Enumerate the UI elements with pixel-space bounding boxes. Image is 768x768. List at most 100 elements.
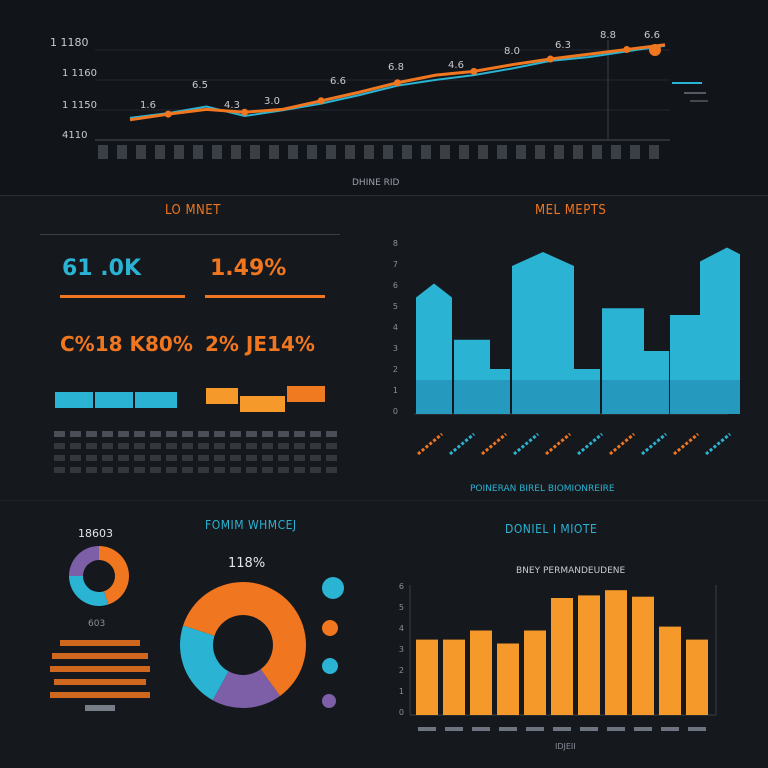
top-point [394, 79, 401, 87]
kpi-grid-cell [278, 455, 289, 461]
top-ytick-1: 1 1160 [62, 68, 97, 79]
kpi-value-1: 61 .0K [62, 256, 141, 281]
kpi-grid-cell [118, 431, 129, 437]
kpi-grid-cell [262, 431, 273, 437]
bottom-bar-subtitle: BNEY PERMANDEUDENE [516, 566, 626, 576]
top-xtick-label [250, 145, 260, 159]
large-donut-slice [243, 582, 306, 696]
small-donut-list [50, 640, 150, 711]
kpi-grid-cell [166, 455, 177, 461]
bot-bar [470, 630, 492, 715]
kpi-underline-1 [60, 295, 185, 298]
top-xtick-label [630, 145, 640, 159]
kpi-grid-cell [310, 443, 321, 449]
bot-bar [578, 595, 600, 715]
bot-xtick-label [499, 727, 517, 731]
top-xtick-label [136, 145, 146, 159]
kpi-grid-cell [326, 455, 337, 461]
divider-top [0, 195, 768, 196]
kpi-grid-cell [262, 467, 273, 473]
kpi-value-3: C%18 K80% [60, 332, 193, 356]
top-yaxis-label: 1 1180 [50, 36, 89, 49]
kpi-grid-cell [118, 443, 129, 449]
top-end-point [649, 44, 661, 56]
bot-xtick-label [661, 727, 679, 731]
small-donut-slice [69, 576, 109, 606]
kpi-panel-title: LO MNET [165, 203, 221, 218]
heart-icon [322, 620, 338, 636]
top-xtick-label [345, 145, 355, 159]
kpi-grid-cell [182, 443, 193, 449]
kpi-grid-cell [182, 431, 193, 437]
bot-xtick-label [472, 727, 490, 731]
mid-bar-shade [416, 380, 452, 414]
kpi-grid-cell [246, 443, 257, 449]
divider-bottom [0, 500, 768, 501]
kpi-grid-cell [150, 467, 161, 473]
kpi-grid-cell [70, 467, 81, 473]
bot-xtick-label [553, 727, 571, 731]
kpi-grid-cell [198, 443, 209, 449]
top-xtick-label [307, 145, 317, 159]
kpi-grid-cell [86, 431, 97, 437]
kpi-grid-cell [326, 431, 337, 437]
kpi-grid-cell [198, 431, 209, 437]
kpi-panel-divider [40, 234, 340, 235]
mid-ytick-label: 6 [393, 281, 398, 290]
top-xtick-label [383, 145, 393, 159]
top-point-label: 6.6 [644, 30, 660, 41]
kpi-grid-cell [54, 467, 65, 473]
bot-xtick-label [418, 727, 436, 731]
mid-bar-shade [643, 380, 669, 414]
kpi-grid-cell [294, 467, 305, 473]
top-ytick-3: 4110 [62, 130, 88, 141]
mid-bar [512, 252, 574, 414]
small-donut-chart [69, 546, 130, 606]
bot-ytick-label: 2 [399, 666, 404, 675]
kpi-value-4: 2% JE14% [205, 332, 315, 356]
top-xtick-label [535, 145, 545, 159]
top-xtick-label [592, 145, 602, 159]
kpi-grid-cell [214, 467, 225, 473]
kpi-grid-cell [278, 467, 289, 473]
top-xtick-label [174, 145, 184, 159]
kpi-grid-cell [310, 467, 321, 473]
chart-icon [322, 577, 344, 599]
mid-xtick-label [545, 432, 571, 456]
mid-xtick-label [513, 432, 539, 456]
mid-bar-shade [602, 380, 644, 414]
top-point [317, 97, 325, 105]
mid-xtick-label [641, 432, 667, 456]
kpi-grid-cell [278, 443, 289, 449]
kpi-grid-cell [70, 431, 81, 437]
kpi-grid-cell [230, 431, 241, 437]
mid-ytick-label: 4 [393, 323, 398, 332]
top-point-label: 4.3 [224, 100, 240, 111]
bot-xtick-label [607, 727, 625, 731]
kpi-grid-cell [134, 455, 145, 461]
kpi-grid-cell [166, 431, 177, 437]
mid-xtick-label [705, 432, 731, 456]
kpi-grid-cell [294, 455, 305, 461]
kpi-grid-cell [246, 431, 257, 437]
kpi-grid-cell [150, 431, 161, 437]
mid-bar-shade [512, 380, 574, 414]
small-donut-slice [69, 546, 99, 576]
mid-xtick-label [481, 432, 507, 456]
top-xtick-label [421, 145, 431, 159]
kpi-grid-cell [278, 431, 289, 437]
large-donut-title: FOMIM WHMCEJ [205, 518, 297, 532]
bar-panel-title: MEL MEPTS [535, 203, 607, 218]
mid-bar-shade [574, 380, 600, 414]
top-xtick-label [269, 145, 279, 159]
kpi-bar-orange-3 [287, 386, 325, 402]
kpi-grid-cell [86, 467, 97, 473]
top-xtick-label [554, 145, 564, 159]
bot-bar [659, 626, 681, 715]
bot-bar [443, 639, 465, 715]
kpi-grid-cell [86, 455, 97, 461]
top-xtick-label [231, 145, 241, 159]
bot-bar [605, 590, 627, 715]
top-point-label: 6.5 [192, 80, 208, 91]
top-point [470, 67, 478, 75]
